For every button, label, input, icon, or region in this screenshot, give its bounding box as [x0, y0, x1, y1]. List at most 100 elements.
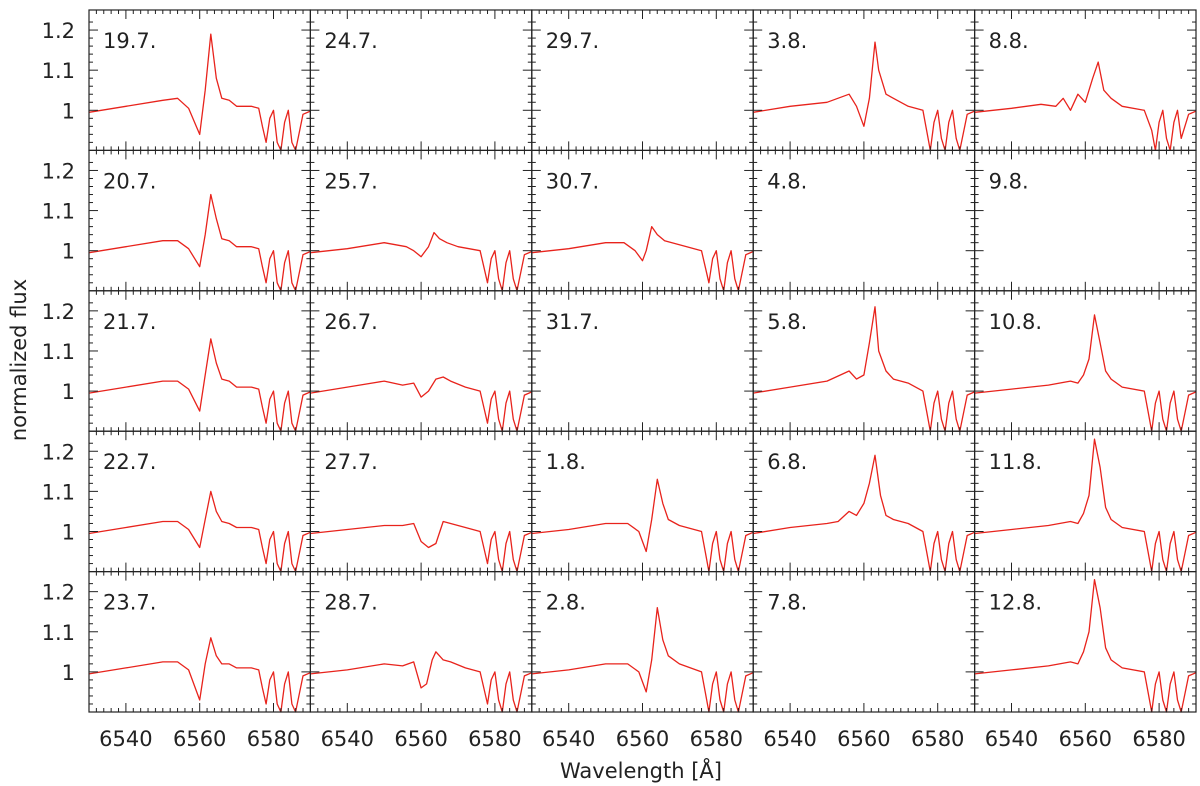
panel-date-label-7: 30.7. [546, 169, 599, 193]
y-tick-label-2-1: 1.1 [42, 340, 75, 364]
spectrum-line-10 [88, 338, 311, 432]
panel-10: 21.7. [88, 290, 311, 432]
spectrum-line-16 [310, 520, 533, 573]
x-tick-label-4-1: 6560 [1059, 727, 1112, 751]
x-tick-label-3-0: 6540 [763, 727, 816, 751]
y-tick-label-2-0: 1 [62, 380, 75, 404]
y-tick-label-0-1: 1.1 [42, 59, 75, 83]
panel-14: 10.8. [973, 290, 1197, 432]
x-tick-label-2-2: 6580 [690, 727, 743, 751]
y-tick-label-2-2: 1.2 [42, 300, 75, 324]
x-tick-label-3-2: 6580 [911, 727, 964, 751]
x-tick-label-2-0: 6540 [542, 727, 595, 751]
panel-8: 4.8. [752, 149, 976, 292]
spectrum-line-5 [88, 193, 311, 292]
panel-date-label-2: 29.7. [546, 29, 599, 53]
panel-date-label-19: 11.8. [989, 450, 1042, 474]
x-tick-label-0-2: 6580 [247, 727, 300, 751]
panel-date-label-5: 20.7. [103, 169, 156, 193]
spectrum-line-7 [531, 225, 754, 292]
x-tick-label-4-2: 6580 [1132, 727, 1185, 751]
panel-16: 27.7. [309, 430, 533, 573]
x-tick-label-0-0: 6540 [99, 727, 152, 751]
x-tick-label-2-1: 6560 [616, 727, 669, 751]
panel-13: 5.8. [752, 290, 976, 432]
panel-date-label-15: 22.7. [103, 450, 156, 474]
panel-11: 26.7. [309, 290, 533, 432]
spectrum-line-3 [753, 41, 975, 152]
spectrum-line-24 [974, 578, 1197, 713]
x-tick-label-4-0: 6540 [985, 727, 1038, 751]
panel-date-label-16: 27.7. [324, 450, 377, 474]
y-tick-label-1-1: 1.1 [42, 200, 75, 224]
panel-date-label-21: 28.7. [324, 591, 377, 615]
panel-17: 1.8. [531, 430, 754, 573]
y-tick-label-4-1: 1.1 [42, 621, 75, 645]
spectrum-line-22 [531, 607, 754, 713]
panel-22: 2.8. [531, 570, 754, 713]
panel-2: 29.7. [531, 9, 754, 151]
spectrum-line-6 [310, 231, 533, 292]
panel-date-label-8: 4.8. [767, 169, 807, 193]
panel-20: 23.7. [88, 570, 311, 713]
panel-3: 3.8. [752, 9, 976, 152]
y-tick-label-0-0: 1 [62, 99, 75, 123]
y-tick-label-1-2: 1.2 [42, 159, 75, 183]
spectrum-line-14 [974, 314, 1197, 432]
spectrum-line-0 [88, 33, 311, 152]
panel-date-label-13: 5.8. [767, 310, 807, 334]
panel-date-label-24: 12.8. [989, 591, 1042, 615]
panel-date-label-4: 8.8. [989, 29, 1029, 53]
x-tick-label-0-1: 6560 [173, 727, 226, 751]
y-tick-label-0-2: 1.2 [42, 19, 75, 43]
panel-15: 22.7. [88, 430, 311, 573]
panel-9: 9.8. [973, 149, 1197, 292]
x-tick-label-1-1: 6560 [394, 727, 447, 751]
panel-0: 19.7. [88, 9, 311, 152]
y-tick-label-3-1: 1.1 [42, 480, 75, 504]
spectrum-line-19 [974, 438, 1197, 573]
spectrum-line-21 [310, 651, 533, 713]
panel-12: 31.7. [531, 290, 754, 432]
panel-date-label-1: 24.7. [324, 29, 377, 53]
panel-date-label-14: 10.8. [989, 310, 1042, 334]
x-axis-label: Wavelength [Å] [560, 757, 722, 783]
panel-4: 8.8. [973, 9, 1197, 152]
x-tick-label-3-1: 6560 [837, 727, 890, 751]
panel-19: 11.8. [973, 430, 1197, 573]
panel-18: 6.8. [752, 430, 976, 573]
y-tick-label-3-0: 1 [62, 520, 75, 544]
panel-date-label-0: 19.7. [103, 29, 156, 53]
y-tick-label-4-2: 1.2 [42, 581, 75, 605]
panel-7: 30.7. [531, 149, 754, 292]
tick-labels-layer: 1 1.1 1.2 1 1.1 1.2 1 1.1 1.2 1 1.1 1.2 1 1.1 1.2 6540 6… [42, 19, 1186, 751]
y-axis-label: normalized flux [7, 279, 31, 441]
spectrum-line-20 [88, 637, 311, 713]
panels-layer: 19.7. 24.7. 29.7. 3.8. 8.8. 20.7. 25.7. 30.7. 4.… [88, 9, 1197, 713]
panel-date-label-10: 21.7. [103, 310, 156, 334]
panel-date-label-23: 7.8. [767, 591, 807, 615]
panel-date-label-20: 23.7. [103, 591, 156, 615]
panel-date-label-3: 3.8. [767, 29, 807, 53]
spectrum-line-11 [310, 376, 533, 432]
panel-5: 20.7. [88, 149, 311, 292]
spectrum-line-4 [974, 61, 1197, 152]
x-tick-label-1-0: 6540 [321, 727, 374, 751]
panel-21: 28.7. [309, 570, 533, 713]
panel-24: 12.8. [973, 570, 1197, 713]
panel-date-label-22: 2.8. [546, 591, 586, 615]
x-tick-label-1-2: 6580 [468, 727, 521, 751]
panel-date-label-6: 25.7. [324, 169, 377, 193]
y-tick-label-4-0: 1 [62, 661, 75, 685]
spectrum-line-15 [88, 490, 311, 573]
panel-date-label-18: 6.8. [767, 450, 807, 474]
panel-date-label-17: 1.8. [546, 450, 586, 474]
spectrum-line-17 [531, 478, 754, 573]
y-tick-label-3-2: 1.2 [42, 440, 75, 464]
y-tick-label-1-0: 1 [62, 240, 75, 264]
spectrum-line-13 [753, 306, 975, 432]
spectrum-line-18 [753, 454, 975, 573]
panel-1: 24.7. [309, 9, 533, 151]
panel-date-label-12: 31.7. [546, 310, 599, 334]
